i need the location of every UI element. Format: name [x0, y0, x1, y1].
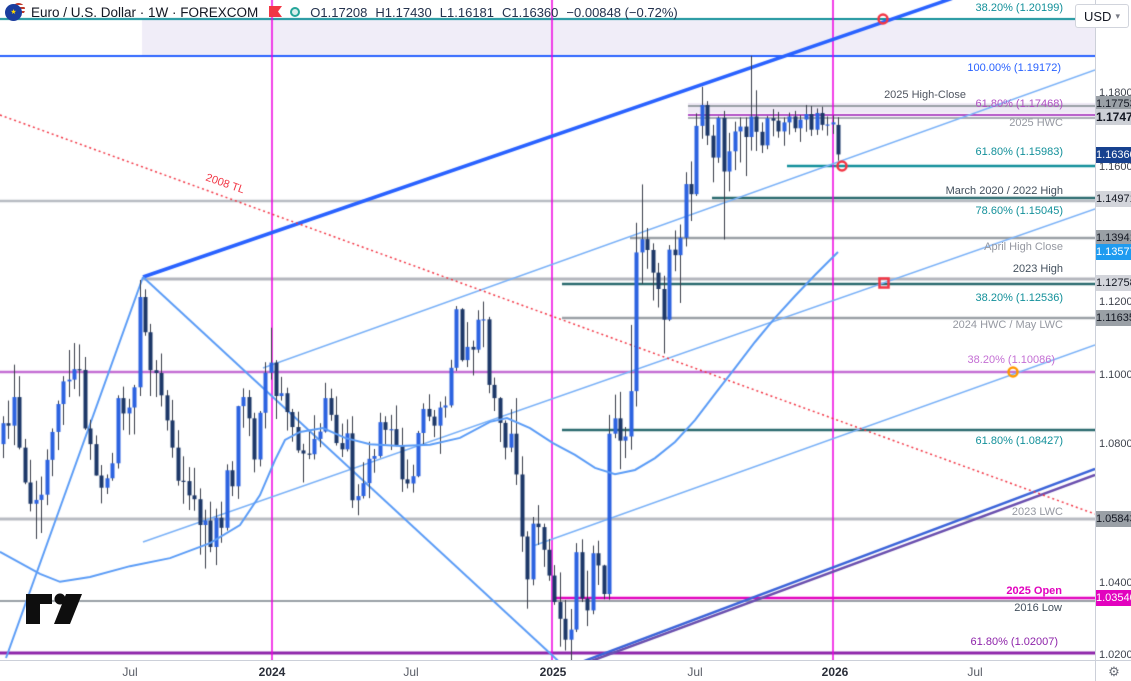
- price-badge: 1.17753: [1096, 96, 1131, 112]
- symbol-title[interactable]: Euro / U.S. Dollar · 1W · FOREXCOM: [31, 4, 259, 20]
- tradingview-logo[interactable]: [22, 588, 114, 630]
- price-badge: 1.03540: [1096, 590, 1131, 606]
- time-tick: Jul: [687, 665, 703, 679]
- price-tick: 1.08000: [1099, 438, 1131, 450]
- chevron-down-icon: ▾: [1115, 10, 1120, 21]
- time-axis[interactable]: Jul 2024 Jul 2025 Jul 2026 Jul: [0, 660, 1095, 681]
- price-tick: 1.10000: [1099, 369, 1131, 381]
- price-badge: 1.17472: [1096, 109, 1131, 125]
- ohlc-values: O1.17208 H1.17430 L1.16181 C1.16360 −0.0…: [310, 5, 685, 20]
- price-axis[interactable]: 1.180001.160001.120001.100001.080001.040…: [1095, 0, 1131, 661]
- low-value: L1.16181: [439, 4, 495, 20]
- time-tick: 2026: [821, 665, 849, 679]
- axis-settings-gear-icon[interactable]: ⚙: [1095, 660, 1131, 681]
- currency-selector[interactable]: USD ▾: [1075, 4, 1129, 28]
- currency-label: USD: [1084, 8, 1112, 24]
- red-flag-icon[interactable]: [268, 6, 283, 18]
- price-badge: 1.12758: [1096, 275, 1131, 291]
- price-badge: 1.13577: [1096, 244, 1131, 260]
- price-badge: 1.05843: [1096, 511, 1131, 527]
- time-tick: 2025: [539, 665, 567, 679]
- candlestick-chart-canvas[interactable]: [0, 0, 1095, 660]
- eurusd-pair-icon: ★: [5, 2, 25, 22]
- price-tick: 1.16000: [1099, 161, 1131, 173]
- open-value: O1.17208: [310, 4, 368, 20]
- price-tick: 1.12000: [1099, 296, 1131, 308]
- chart-legend: ★ Euro / U.S. Dollar · 1W · FOREXCOM O1.…: [5, 1, 686, 23]
- close-value: C1.16360: [502, 4, 559, 20]
- price-tick: 1.04000: [1099, 577, 1131, 589]
- time-tick: Jul: [967, 665, 983, 679]
- time-tick: Jul: [403, 665, 419, 679]
- eu-flag-icon: ★: [5, 3, 22, 21]
- time-tick: 2024: [258, 665, 286, 679]
- market-status-dot-icon[interactable]: [290, 7, 301, 17]
- price-tick: 1.02000: [1099, 649, 1131, 661]
- time-tick: Jul: [122, 665, 138, 679]
- price-badge: 1.16360: [1096, 147, 1131, 163]
- high-value: H1.17430: [375, 4, 432, 20]
- price-badge: 1.11635: [1096, 310, 1131, 326]
- change-value: −0.00848 (−0.72%): [566, 4, 678, 20]
